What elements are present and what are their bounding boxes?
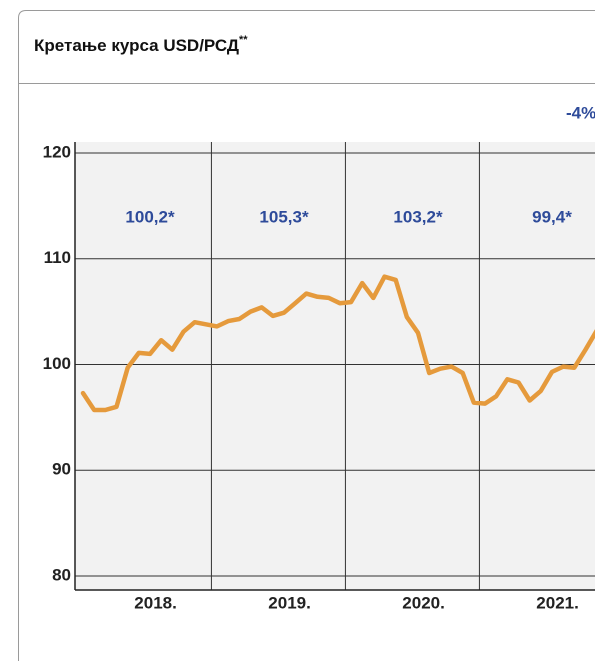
chart-title: Кретање курса USD/РСД** [34, 34, 248, 56]
change-label: -4% [566, 103, 595, 122]
annotation: 105,3* [259, 207, 309, 226]
y-tick-label: 80 [52, 565, 71, 584]
annotation: 99,4* [532, 207, 572, 226]
y-tick-label: 100 [43, 354, 71, 373]
annotation: 103,2* [393, 207, 443, 226]
line-series [80, 274, 595, 413]
y-tick-label: 90 [52, 460, 71, 479]
x-tick-label: 2018. [134, 593, 177, 612]
x-tick-label: 2020. [402, 593, 445, 612]
y-tick-label: 120 [43, 142, 71, 161]
card-border [18, 10, 595, 661]
x-tick-label: 2019. [268, 593, 311, 612]
plot-background [75, 142, 595, 590]
y-tick-label: 110 [44, 248, 71, 267]
annotation: 100,2* [125, 207, 175, 226]
x-tick-label: 2021. [536, 593, 579, 612]
